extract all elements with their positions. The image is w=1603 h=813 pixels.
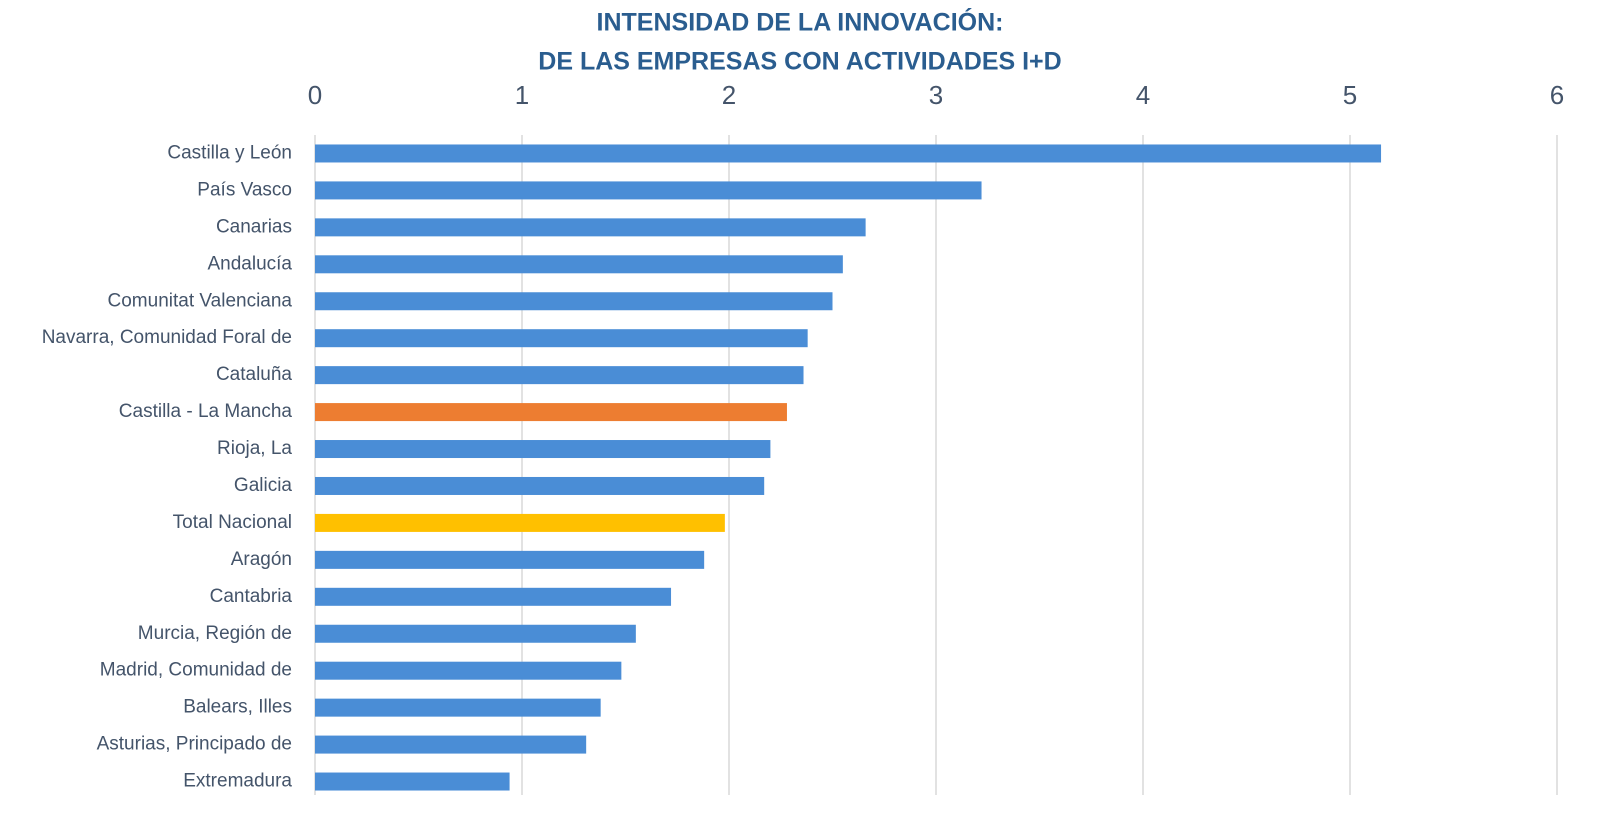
y-tick-label: Galicia <box>234 475 293 496</box>
x-tick-label: 4 <box>1136 80 1150 110</box>
y-tick-label: Extremadura <box>183 771 292 792</box>
bar <box>315 366 804 385</box>
y-tick-label: Murcia, Región de <box>138 623 292 644</box>
y-tick-label: Aragón <box>231 549 292 570</box>
bar <box>315 698 601 717</box>
y-tick-label: Madrid, Comunidad de <box>100 660 292 681</box>
bar <box>315 513 725 532</box>
y-tick-label: Castilla y León <box>167 142 292 163</box>
x-tick-label: 1 <box>515 80 529 110</box>
y-tick-label: Andalucía <box>207 253 292 274</box>
bar <box>315 624 636 643</box>
bar <box>315 329 808 348</box>
y-tick-label: Navarra, Comunidad Foral de <box>42 327 292 348</box>
y-tick-label: País Vasco <box>197 179 292 200</box>
bar <box>315 550 705 569</box>
bar <box>315 587 672 606</box>
bar <box>315 476 765 495</box>
chart-title: DE LAS EMPRESAS CON ACTIVIDADES I+D <box>538 48 1061 76</box>
y-tick-label: Canarias <box>216 216 292 237</box>
bar <box>315 403 787 422</box>
y-tick-label: Rioja, La <box>217 438 292 459</box>
y-tick-label: Comunitat Valenciana <box>108 290 293 311</box>
bar <box>315 181 982 200</box>
bar <box>315 144 1382 163</box>
y-tick-label: Balears, Illes <box>183 697 292 718</box>
x-tick-label: 3 <box>929 80 943 110</box>
x-tick-label: 0 <box>308 80 322 110</box>
y-tick-label: Cataluña <box>216 364 292 385</box>
bar <box>315 661 622 680</box>
x-tick-label: 6 <box>1550 80 1564 110</box>
y-tick-label: Total Nacional <box>173 512 292 533</box>
bar <box>315 218 866 237</box>
bar <box>315 255 843 274</box>
bar <box>315 440 771 459</box>
chart-title: INTENSIDAD DE LA INNOVACIÓN: <box>597 7 1004 37</box>
y-tick-label: Asturias, Principado de <box>97 734 292 755</box>
bar <box>315 735 587 754</box>
x-tick-label: 2 <box>722 80 736 110</box>
bar <box>315 292 833 311</box>
bar <box>315 772 510 791</box>
y-tick-label: Cantabria <box>210 586 293 607</box>
y-tick-label: Castilla - La Mancha <box>119 401 293 422</box>
x-tick-label: 5 <box>1343 80 1357 110</box>
